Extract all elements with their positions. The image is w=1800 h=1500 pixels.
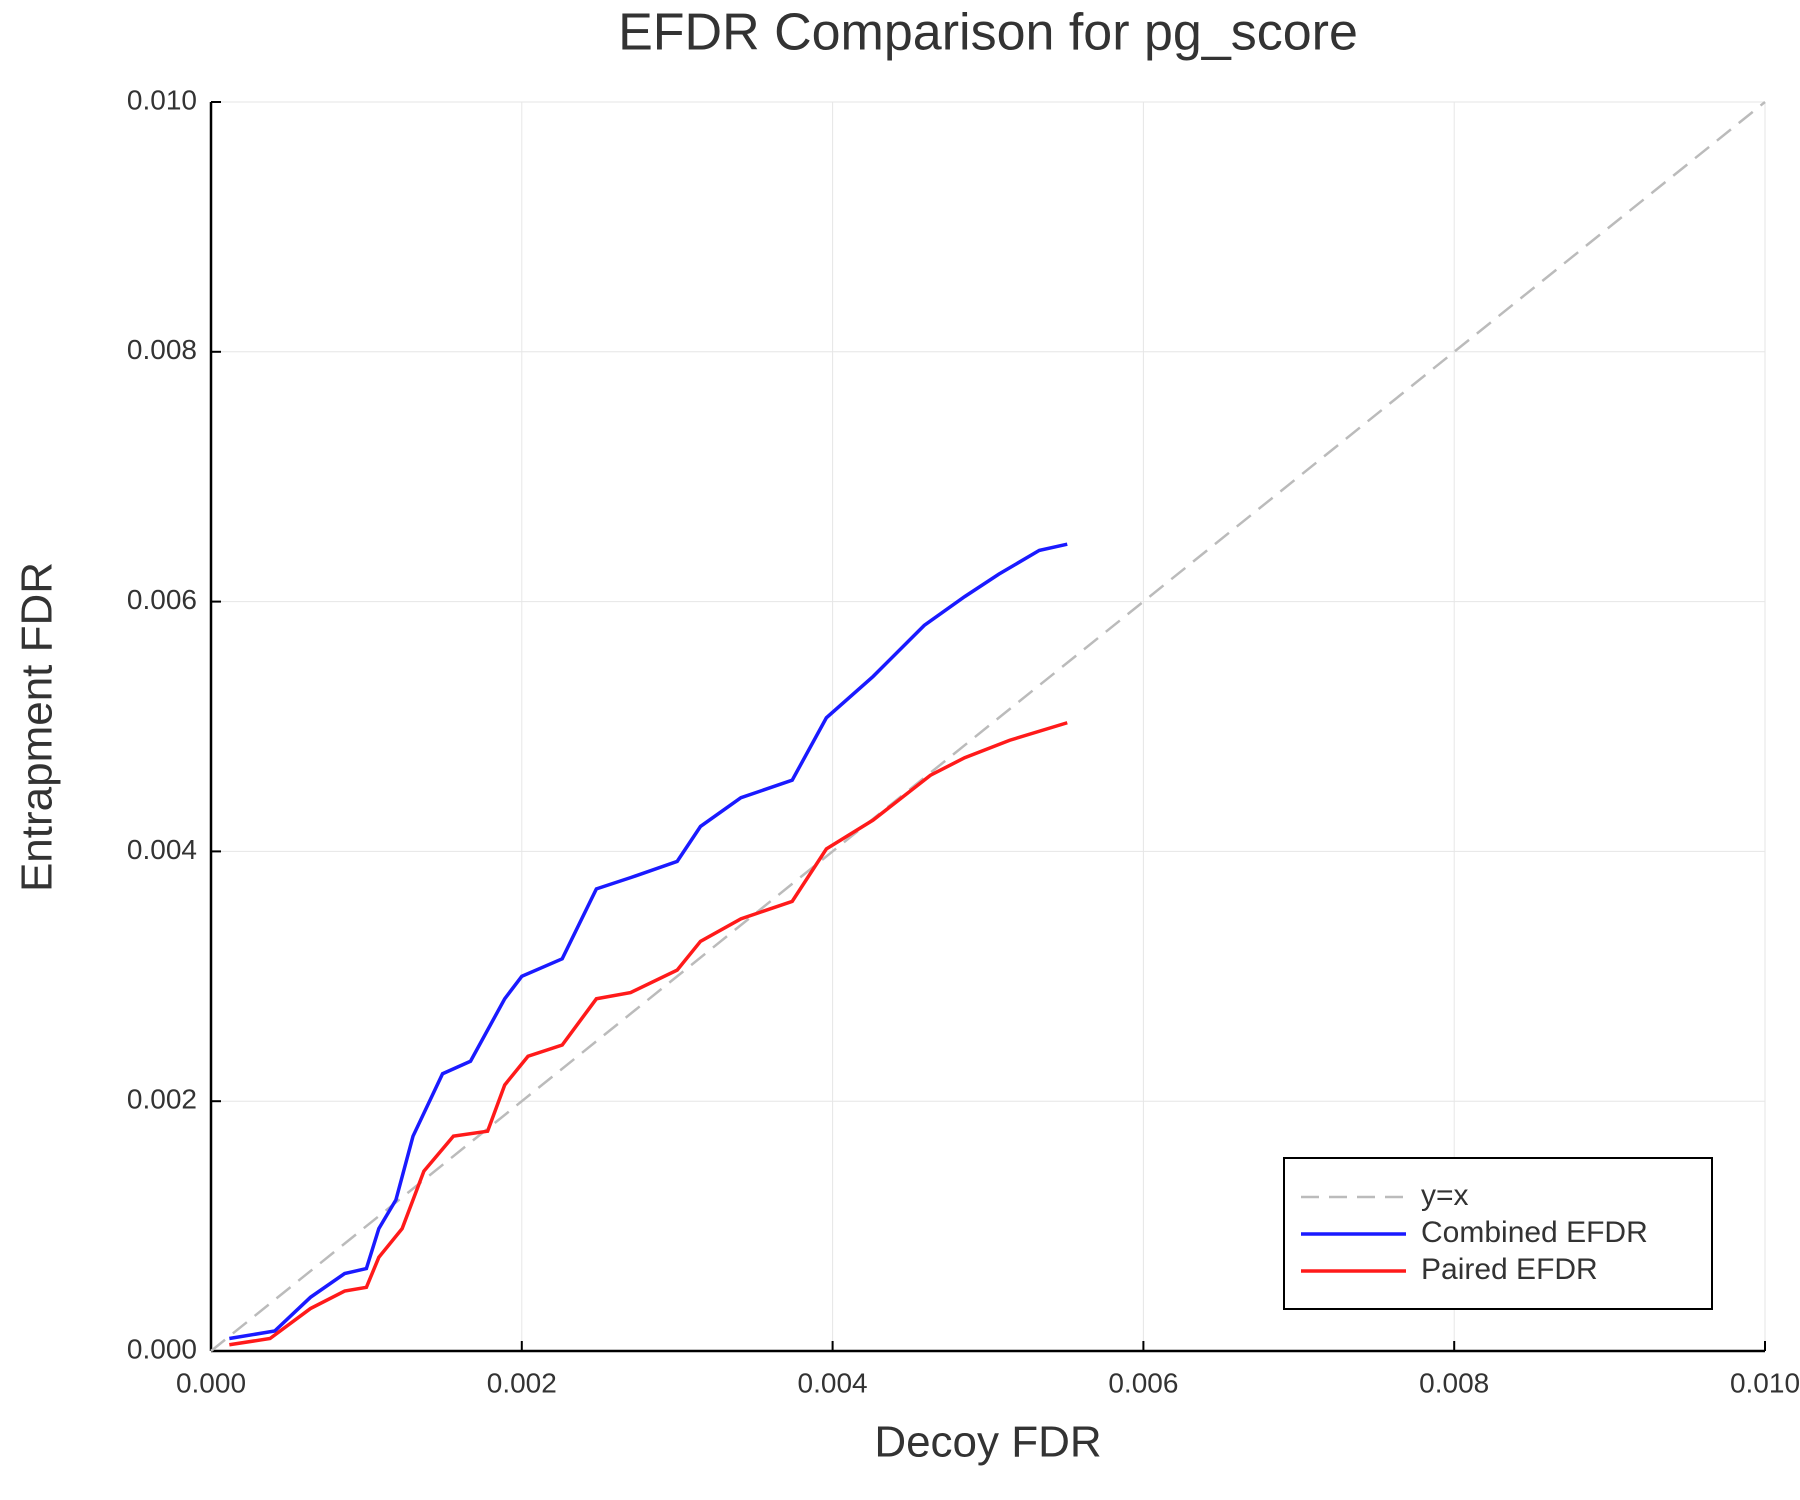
x-tick-label: 0.002 [487, 1367, 557, 1398]
x-tick-label: 0.000 [176, 1367, 246, 1398]
y-axis-label: Entrapment FDR [13, 562, 62, 892]
x-tick-label: 0.006 [1108, 1367, 1178, 1398]
y-tick-label: 0.000 [127, 1333, 197, 1364]
x-tick-label: 0.008 [1419, 1367, 1489, 1398]
legend-label: Paired EFDR [1421, 1253, 1598, 1286]
y-tick-label: 0.006 [127, 584, 197, 615]
x-tick-label: 0.010 [1730, 1367, 1800, 1398]
legend-label: Combined EFDR [1421, 1216, 1648, 1249]
series-line [229, 542, 1068, 1341]
x-axis-label: Decoy FDR [874, 1418, 1101, 1467]
chart-title: EFDR Comparison for pg_score [618, 4, 1358, 62]
y-tick-label: 0.002 [127, 1084, 197, 1115]
x-tick-label: 0.004 [798, 1367, 868, 1398]
y-tick-label: 0.010 [127, 84, 197, 115]
y-tick-label: 0.008 [127, 334, 197, 365]
y-tick-label: 0.004 [127, 834, 197, 865]
series-line [210, 101, 1766, 1352]
series-line [229, 721, 1068, 1347]
legend-label: y=x [1421, 1179, 1469, 1212]
